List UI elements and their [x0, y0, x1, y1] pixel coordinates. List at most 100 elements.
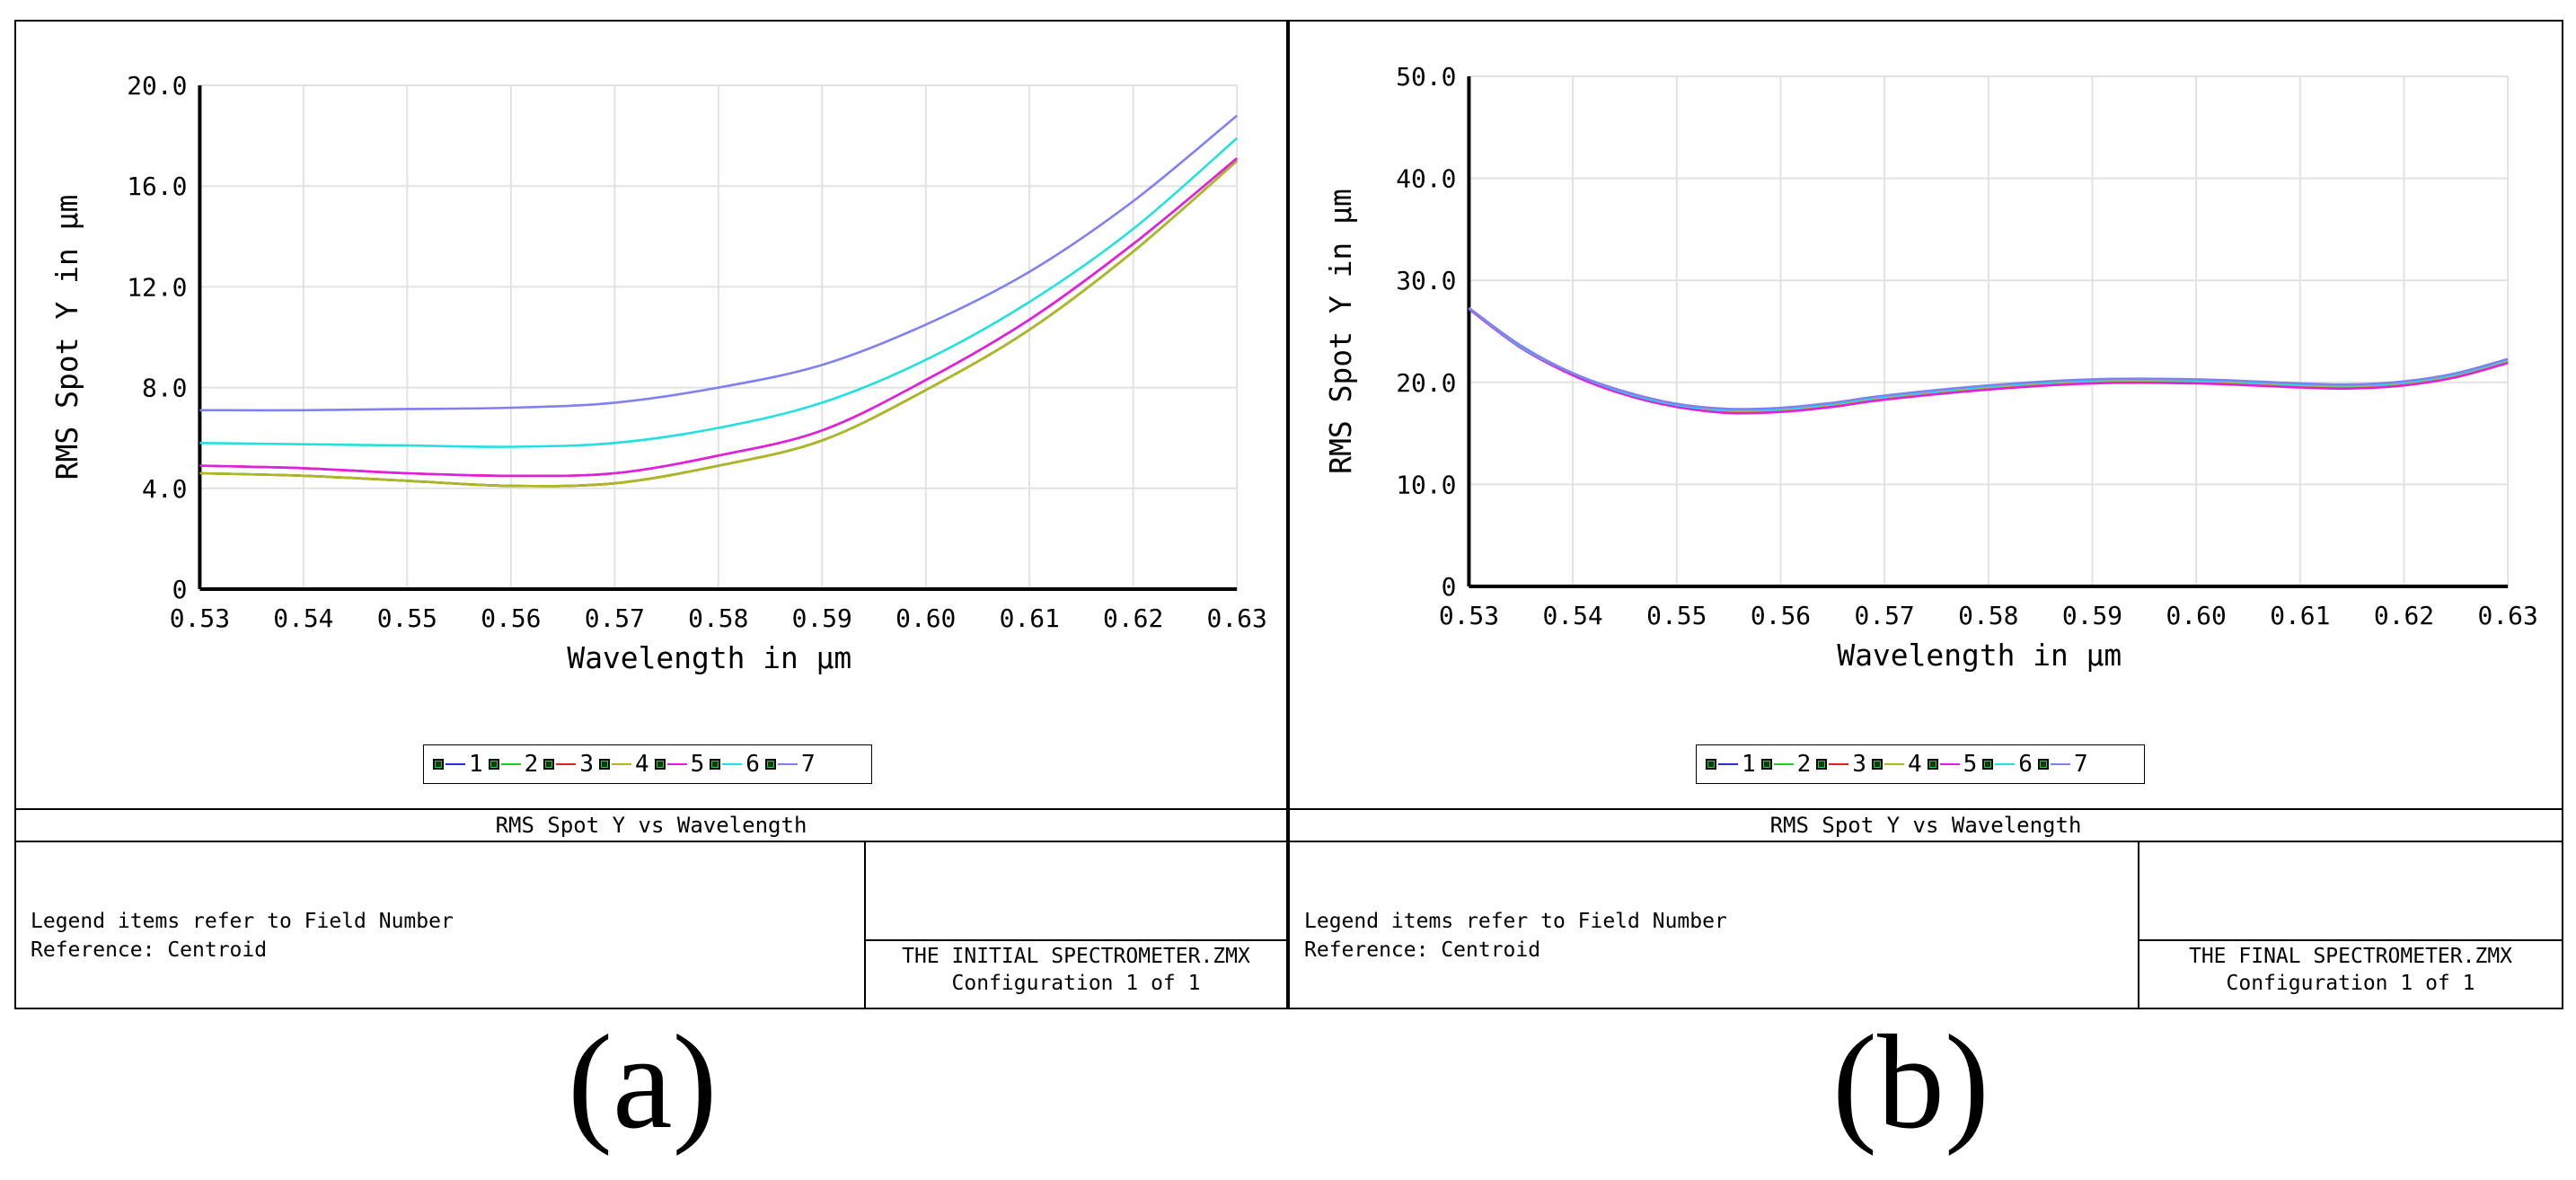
x-tick-label: 0.61	[2270, 601, 2330, 630]
chart-b: 0.53 0.54 0.55 0.56 0.57 0.58 0.59 0.60 0.61 0.62…	[1323, 62, 2538, 673]
series-line-6	[199, 136, 1239, 448]
legend-marker-icon	[598, 759, 610, 770]
x-tick-label: 0.59	[792, 603, 852, 633]
legend-item-5: 5	[1927, 751, 1978, 778]
x-tick-label: 0.58	[1958, 601, 2018, 630]
y-tick-label: 30.0	[1396, 266, 1456, 295]
x-tick-label: 0.62	[1103, 603, 1163, 633]
legend-item-4: 4	[1871, 751, 1922, 778]
legend-a: 1 2 3 4 5 6 7	[423, 744, 872, 784]
x-tick-label: 0.53	[1439, 601, 1499, 630]
legend-item-4: 4	[598, 751, 649, 778]
legend-marker-icon	[1760, 759, 1772, 770]
legend-marker-icon	[543, 759, 555, 770]
legend-marker-icon	[2037, 759, 2049, 770]
x-tick-label: 0.56	[481, 603, 541, 633]
legend-label: 6	[2018, 751, 2033, 778]
series-line-5	[199, 157, 1238, 478]
legend-item-2: 2	[488, 751, 539, 778]
legend-marker-icon	[1927, 759, 1938, 770]
y-axis-label: RMS Spot Y in µm	[1323, 189, 1358, 474]
x-tick-label: 0.53	[170, 603, 230, 633]
notes-b: Legend items refer to Field Number Refere…	[1304, 907, 1727, 964]
x-tick-label: 0.54	[1542, 601, 1602, 630]
info-right-a: THE INITIAL SPECTROMETER.ZMX Configurati…	[864, 842, 1286, 1009]
x-tick-label: 0.57	[1855, 601, 1915, 630]
y-tick-label: 12.0	[127, 272, 187, 302]
legend-item-2: 2	[1760, 751, 1812, 778]
legend-marker-icon	[1706, 759, 1716, 770]
x-tick-label: 0.60	[895, 603, 956, 633]
chart-a: 0.53 0.54 0.55 0.56 0.57 0.58 0.59 0.60 0.61 0.62…	[49, 71, 1267, 675]
plot-title-b: RMS Spot Y vs Wavelength	[1290, 810, 2562, 842]
legend-label: 1	[1742, 751, 1756, 778]
y-tick-label: 0	[172, 575, 188, 604]
legend-line-swatch	[1773, 763, 1794, 765]
series-line-7	[1468, 306, 2509, 410]
note-legend-b: Legend items refer to Field Number	[1304, 910, 1727, 933]
legend-marker-icon	[1816, 759, 1828, 770]
caption-a: (a)	[568, 1008, 718, 1157]
legend-item-7: 7	[764, 751, 816, 778]
legend-line-swatch	[556, 763, 577, 765]
panel-b: 0.53 0.54 0.55 0.56 0.57 0.58 0.59 0.60 0.61 0.62…	[1288, 20, 2563, 1009]
configuration-a: Configuration 1 of 1	[951, 972, 1201, 995]
legend-label: 3	[1852, 751, 1866, 778]
x-tick-label: 0.54	[273, 603, 333, 633]
legend-item-3: 3	[543, 751, 594, 778]
y-axis-label: RMS Spot Y in µm	[49, 195, 84, 480]
legend-marker-icon	[710, 759, 721, 770]
x-tick-label: 0.57	[585, 603, 645, 633]
legend-line-swatch	[777, 763, 798, 765]
legend-line-swatch	[1939, 763, 1960, 765]
legend-line-swatch	[611, 763, 631, 765]
x-tick-label: 0.63	[1207, 603, 1267, 633]
legend-label: 6	[745, 751, 760, 778]
file-name-b: THE FINAL SPECTROMETER.ZMX	[2188, 945, 2513, 968]
legend-label: 5	[1963, 751, 1978, 778]
legend-line-swatch	[446, 763, 465, 765]
legend-marker-icon	[488, 759, 499, 770]
legend-marker-icon	[1982, 759, 1994, 770]
legend-label: 7	[800, 751, 816, 778]
info-table-a: RMS Spot Y vs Wavelength Legend items re…	[16, 808, 1286, 1009]
legend-label: 1	[469, 751, 483, 778]
y-tick-label: 4.0	[142, 474, 187, 504]
legend-line-swatch	[666, 763, 687, 765]
legend-line-swatch	[1718, 763, 1738, 765]
legend-line-swatch	[500, 763, 521, 765]
legend-line-swatch	[722, 763, 743, 765]
series-line-4	[199, 160, 1239, 488]
y-tick-label: 8.0	[142, 374, 187, 403]
x-tick-label: 0.55	[1646, 601, 1707, 630]
legend-marker-icon	[1871, 759, 1883, 770]
x-tick-label: 0.59	[2062, 601, 2122, 630]
note-reference-b: Reference: Centroid	[1304, 938, 1541, 962]
x-tick-label: 0.55	[377, 603, 437, 633]
info-right-b: THE FINAL SPECTROMETER.ZMX Configuration…	[2138, 842, 2562, 1009]
y-tick-label: 20.0	[1396, 368, 1456, 398]
legend-b: 1 2 3 4 5 6 7	[1696, 744, 2145, 784]
y-tick-label: 0	[1442, 572, 1457, 602]
notes-a: Legend items refer to Field Number Refere…	[31, 907, 454, 964]
legend-line-swatch	[1995, 763, 2016, 765]
file-name-a: THE INITIAL SPECTROMETER.ZMX	[902, 945, 1250, 968]
series-line-7	[199, 114, 1238, 412]
x-axis-label: Wavelength in µm	[1837, 638, 2122, 673]
legend-label: 2	[1796, 751, 1812, 778]
note-legend-a: Legend items refer to Field Number	[31, 910, 454, 933]
legend-label: 2	[524, 751, 539, 778]
y-tick-label: 40.0	[1396, 164, 1456, 194]
x-tick-label: 0.60	[2166, 601, 2227, 630]
legend-marker-icon	[433, 759, 444, 770]
legend-item-6: 6	[710, 751, 760, 778]
legend-item-1: 1	[1706, 751, 1756, 778]
x-axis-label: Wavelength in µm	[567, 640, 851, 675]
y-tick-label: 16.0	[127, 172, 187, 201]
legend-label: 5	[690, 751, 705, 778]
legend-item-6: 6	[1982, 751, 2033, 778]
legend-marker-icon	[654, 759, 666, 770]
info-table-b: RMS Spot Y vs Wavelength Legend items re…	[1290, 808, 2562, 1009]
legend-label: 7	[2073, 751, 2088, 778]
caption-b: (b)	[1832, 1008, 1989, 1157]
